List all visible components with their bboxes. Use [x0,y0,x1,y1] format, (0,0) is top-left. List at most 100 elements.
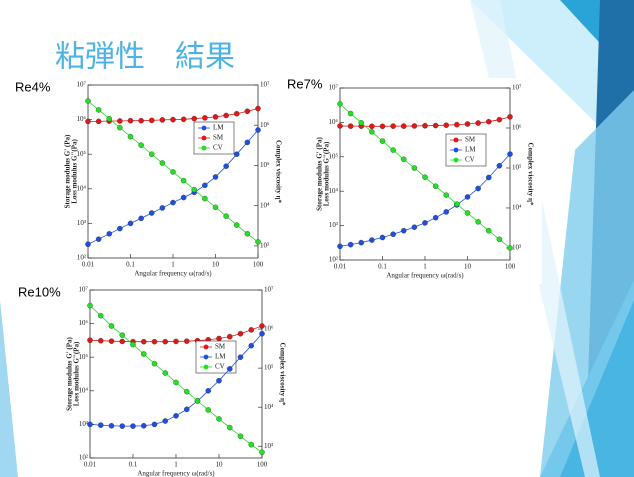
y2-tick-label: 10⁴ [260,201,270,209]
data-point [180,194,187,201]
data-point [119,423,125,429]
data-point [248,342,254,349]
data-point [117,118,123,124]
data-point [202,115,208,121]
x-tick-label: 0.01 [84,461,97,469]
y2-tick-label: 10⁶ [264,325,274,333]
y-tick-label: 10⁴ [77,184,87,192]
data-point [216,416,222,422]
data-point [259,330,265,337]
data-point [464,121,471,127]
y-tick-label: 10⁶ [77,115,87,123]
data-point [248,441,254,448]
data-point [237,354,244,360]
data-point [390,147,396,153]
data-point [98,422,104,428]
data-point [191,186,197,193]
data-point [162,338,168,345]
data-point [443,192,449,198]
y-axis-label: Storage modulus G' (Pa) [64,134,72,208]
data-point [138,142,144,148]
data-point [119,332,125,338]
y-tick-label: 10⁵ [77,150,87,158]
data-point [443,209,449,215]
data-point [141,351,147,357]
y-tick-label: 10³ [79,420,88,428]
data-point [85,98,91,104]
data-point [184,338,190,344]
y2-tick-label: 10⁶ [260,121,270,129]
data-point [485,227,492,234]
data-point [227,424,233,431]
y-tick-label: 10⁴ [329,187,339,195]
y-tick-label: 10³ [77,219,86,227]
data-point [358,120,364,126]
legend-marker [453,157,459,163]
data-point [422,122,428,129]
data-point [108,323,115,329]
x-tick-label: 1 [171,261,175,269]
data-point [244,139,251,146]
data-point [151,338,158,345]
legend-label: LM [213,124,224,132]
y2-axis-label: Complex viscosity η* [526,142,534,206]
data-point [141,423,147,429]
legend-marker [453,147,459,153]
y-tick-label: 10⁷ [77,81,87,89]
data-point [170,199,176,206]
data-point [202,182,208,189]
data-point [358,239,364,246]
y-tick-label: 10⁶ [79,319,89,327]
data-point [233,110,240,117]
data-point [117,124,123,131]
data-point [337,101,343,107]
legend-marker [201,145,207,151]
data-point [180,116,187,123]
data-point [130,423,136,429]
y-axis-label: Storage modulus G' (Pa) [316,136,324,210]
y-tick-label: 10⁶ [329,118,339,126]
data-point [95,118,102,125]
y-axis-label: Storage modulus G' (Pa) [66,336,74,410]
x-axis-label: Angular frequency ω(rad/s) [137,470,215,477]
data-point [106,115,112,122]
data-point [148,151,155,157]
legend-label: LM [215,353,226,361]
data-point [212,114,219,120]
data-point [173,379,179,386]
y2-tick-label: 10⁷ [264,286,274,294]
y2-tick-label: 10⁷ [260,81,270,89]
data-point [379,123,386,130]
data-point [400,227,407,234]
y-axis-label: Loss modulus G''(Pa) [323,141,331,206]
data-point [347,123,354,129]
y-tick-label: 10⁷ [329,84,339,92]
data-point [108,338,115,344]
data-point [98,337,104,344]
y-axis-label: Loss modulus G''(Pa) [71,139,79,204]
data-point [347,110,354,117]
data-point [496,162,503,169]
x-axis-label: Angular frequency ω(rad/s) [386,272,464,280]
data-point [148,117,155,124]
data-point [223,163,229,169]
data-point [432,214,439,221]
data-point [464,194,471,200]
data-point [259,449,265,456]
data-point [98,312,104,319]
y-tick-label: 10⁴ [79,386,89,394]
data-point [369,129,375,135]
data-point [162,418,168,424]
data-point [507,114,513,120]
data-point [337,123,343,129]
data-point [475,185,481,192]
data-point [138,117,144,124]
data-point [184,388,190,395]
data-point [475,219,481,225]
x-tick-label: 1 [174,461,178,469]
y2-tick-label: 10⁶ [512,124,522,132]
data-point [422,174,428,180]
data-point [85,118,91,125]
y-tick-label: 10² [329,256,338,264]
data-point [216,335,222,342]
